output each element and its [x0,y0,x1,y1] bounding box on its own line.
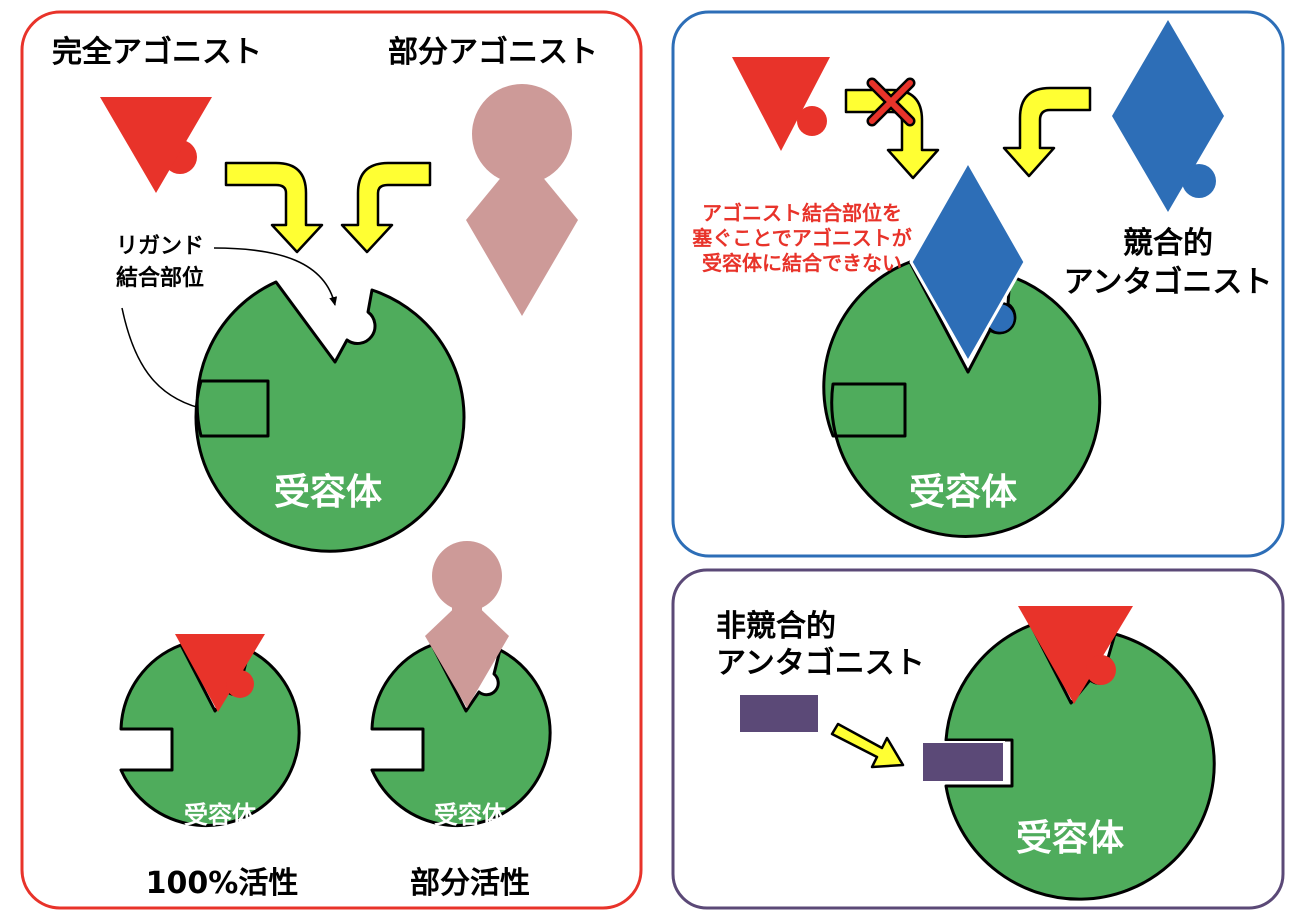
ligand-site-pointer-lower [121,307,209,413]
competitive-note-line1: アゴニスト結合部位を [702,201,902,225]
arrow-partial-agonist-icon [340,161,432,254]
receptor-partial-shape [370,643,552,827]
ligand-site-label-line2: 結合部位 [116,265,204,291]
partial-agonist-label: 部分アゴニスト [388,35,598,70]
receptor-full-label: 受容体 [184,801,257,829]
noncompetitive-antagonist-bound-shape [921,741,1005,783]
arrow-competitive-antagonist-icon [1002,86,1092,178]
noncompetitive-panel-frame [671,568,1285,910]
receptor-main-shape [194,280,466,553]
full-agonist-bound-shape [175,634,265,712]
receptor-noncompetitive-label: 受容体 [1016,818,1124,859]
block-x-icon [866,77,916,127]
competitive-antagonist-shape [1112,20,1224,212]
noncompetitive-antagonist-shape [738,693,820,734]
receptor-competitive-label: 受容体 [909,472,1017,513]
noncompetitive-antagonist-label-line1: 非競合的 [716,609,836,644]
noncompetitive-antagonist-label-line2: アンタゴニスト [716,646,925,681]
full-agonist-shape [100,97,212,193]
competitive-antagonist-label-line1: 競合的 [1123,226,1213,261]
receptor-main-label: 受容体 [274,472,382,513]
competitive-note-line2: 塞ぐことでアゴニストが [692,226,911,250]
blocked-agonist-shape [732,57,830,151]
partial-agonist-bound-shape [425,541,509,708]
full-activity-label: 100%活性 [146,866,299,901]
full-agonist-label: 完全アゴニスト [52,35,262,70]
agonist-panel-frame [20,10,643,910]
partial-agonist-shape [466,84,578,316]
competitive-panel-frame [671,10,1285,558]
partial-activity-label: 部分活性 [410,866,530,901]
receptor-partial-label: 受容体 [434,801,507,829]
arrow-noncompetitive-antagonist-icon [830,722,905,769]
ligand-site-label-line1: リガンド [116,234,204,259]
competitive-antagonist-label-line2: アンタゴニスト [1064,265,1273,300]
agonist-bound-noncompetitive-shape [1018,606,1133,704]
competitive-note-line3: 受容体に結合できない [702,251,902,275]
competitive-antagonist-bound-shape [909,160,1027,364]
ligand-site-pointer-upper [213,247,338,306]
arrow-full-agonist-icon [224,161,324,254]
